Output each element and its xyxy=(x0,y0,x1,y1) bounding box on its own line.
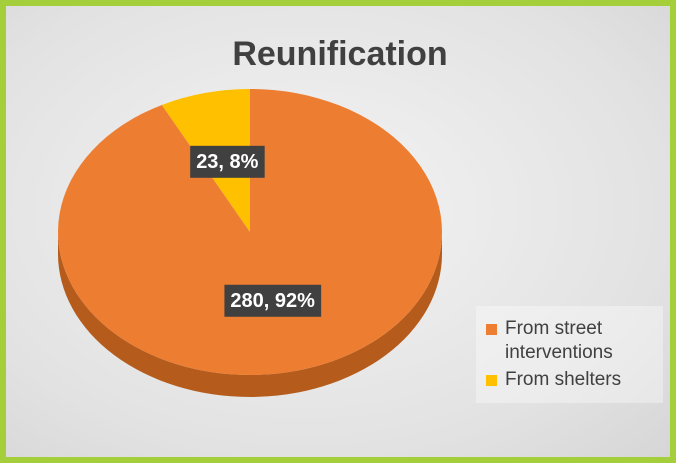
chart: Reunification 280, 92% 23, 8% xyxy=(57,35,448,397)
data-label-box xyxy=(224,284,322,317)
legend-label: From shelters xyxy=(505,369,622,390)
legend-item: From shelters xyxy=(482,368,657,392)
data-label-box xyxy=(190,145,265,178)
legend-swatch xyxy=(486,324,497,335)
pie-slice xyxy=(57,89,442,375)
data-label: 23, 8% xyxy=(196,151,258,173)
legend-swatch xyxy=(486,375,497,386)
legend: From street interventions From shelters xyxy=(476,306,663,403)
data-label: 280, 92% xyxy=(230,290,315,312)
data-label-group: 280, 92% xyxy=(224,284,322,317)
data-label-group: 23, 8% xyxy=(190,145,265,178)
chart-title: Reunification xyxy=(232,35,447,73)
legend-label: From street interventions xyxy=(505,318,613,363)
legend-item: From street interventions xyxy=(482,317,657,365)
